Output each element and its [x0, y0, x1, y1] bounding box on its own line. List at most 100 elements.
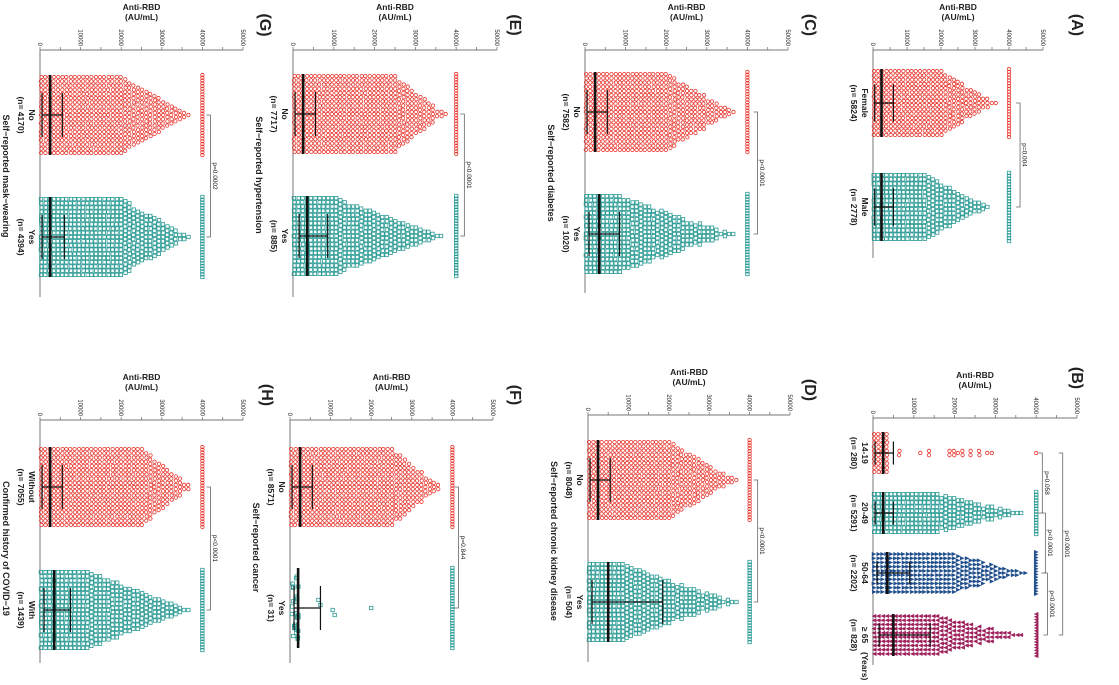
data-point: [668, 238, 673, 243]
data-point: [943, 527, 949, 532]
data-point: [1034, 563, 1039, 569]
data-point: [901, 551, 906, 557]
data-point: [347, 221, 352, 226]
data-point: [876, 115, 881, 120]
data-point: [747, 473, 752, 478]
data-point: [359, 248, 364, 253]
data-point: [638, 135, 643, 140]
data-point: [663, 122, 669, 127]
data-point: [628, 456, 634, 462]
data-point: [905, 185, 911, 190]
data-point: [321, 111, 327, 117]
data-point: [884, 513, 890, 518]
tick-label: 20000: [367, 399, 373, 416]
data-point: [409, 122, 414, 127]
data-point: [454, 254, 459, 259]
data-point: [338, 137, 343, 142]
data-point: [668, 246, 673, 251]
data-point: [612, 456, 617, 462]
data-point: [359, 261, 364, 266]
data-point: [876, 469, 881, 474]
data-point: [901, 581, 907, 586]
data-point: [639, 252, 644, 258]
data-point: [641, 629, 646, 634]
data-point: [708, 593, 714, 598]
data-point: [329, 271, 334, 276]
data-point: [710, 112, 715, 117]
data-point: [591, 511, 596, 516]
data-point: [292, 238, 297, 243]
data-point: [651, 76, 656, 81]
data-point: [622, 143, 627, 148]
data-point: [905, 651, 910, 657]
data-point: [964, 585, 970, 590]
data-point: [308, 238, 313, 243]
data-point: [745, 138, 750, 144]
data-point: [663, 76, 668, 81]
data-point: [616, 620, 621, 626]
data-point: [1010, 632, 1015, 638]
data-point: [396, 139, 402, 144]
data-point: [675, 480, 680, 485]
data-point: [1006, 109, 1012, 114]
data-point: [309, 74, 314, 79]
data-point: [588, 72, 593, 77]
data-point: [658, 511, 663, 516]
data-point: [670, 463, 675, 468]
data-point: [930, 81, 935, 86]
data-point: [620, 465, 626, 470]
group-n-label: (n= 7717): [269, 95, 279, 132]
data-point: [1034, 526, 1039, 531]
data-point: [989, 630, 995, 636]
data-point: [609, 118, 614, 123]
data-point: [621, 637, 626, 642]
data-point: [745, 69, 750, 75]
data-point: [350, 250, 355, 255]
data-point: [951, 628, 957, 633]
data-point: [918, 572, 923, 578]
data-point: [405, 236, 410, 241]
data-point: [305, 447, 310, 452]
data-point: [350, 149, 355, 154]
data-point: [392, 107, 398, 112]
data-point: [938, 645, 944, 650]
data-point: [918, 77, 923, 82]
data-point: [871, 124, 876, 129]
data-point: [871, 181, 876, 186]
data-point: [951, 202, 956, 207]
data-point: [745, 105, 750, 110]
data-point: [637, 593, 642, 598]
data-point: [355, 82, 360, 87]
data-point: [626, 135, 631, 140]
data-point: [393, 223, 398, 228]
data-point: [725, 475, 731, 480]
data-point: [600, 80, 606, 85]
data-point: [960, 211, 965, 216]
data-point: [587, 612, 592, 617]
data-point: [309, 82, 314, 87]
data-point: [591, 498, 596, 504]
data-point: [296, 196, 301, 201]
data-point: [909, 551, 915, 557]
data-point: [662, 473, 667, 478]
data-point: [430, 231, 435, 236]
data-point: [985, 639, 990, 644]
data-point: [613, 101, 618, 106]
data-point: [871, 236, 877, 241]
data-point: [680, 86, 685, 91]
data-point: [454, 151, 459, 157]
data-point: [596, 135, 601, 140]
data-point: [613, 139, 619, 144]
data-point: [325, 208, 330, 213]
data-point: [685, 97, 690, 102]
data-point: [629, 76, 635, 81]
data-point: [622, 93, 627, 98]
data-point: [667, 107, 673, 112]
data-point: [922, 90, 927, 95]
data-point: [346, 107, 352, 112]
data-point: [914, 232, 919, 237]
data-point: [672, 135, 677, 140]
data-point: [897, 190, 902, 195]
data-point: [454, 146, 459, 151]
data-point: [684, 221, 689, 226]
